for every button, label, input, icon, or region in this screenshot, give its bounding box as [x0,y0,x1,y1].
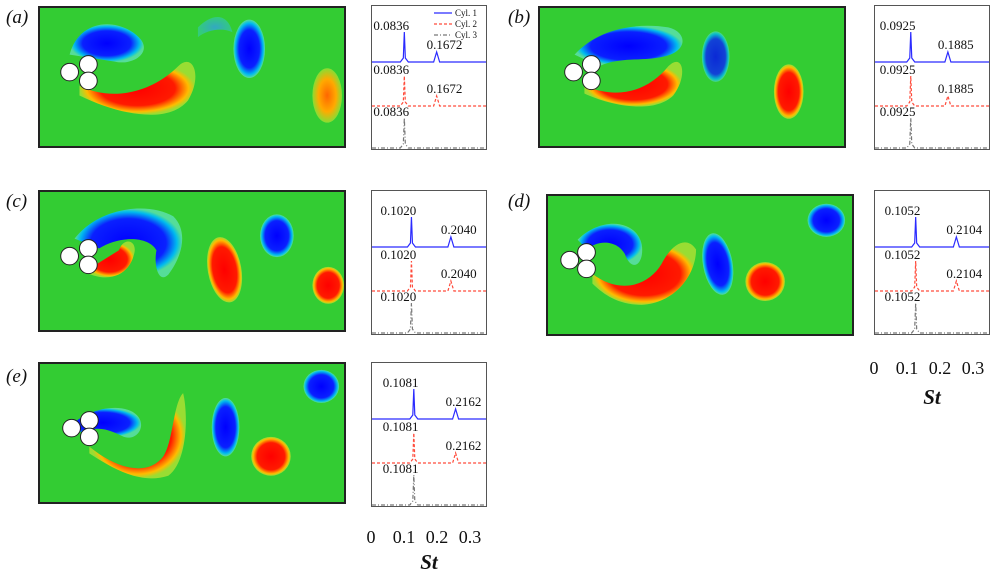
x-axis-ticks-left: 0 0.1 0.2 0.3 [367,527,487,549]
tick-label: 0.2 [928,358,952,378]
peak-label: 0.1672 [427,37,463,52]
peak-label: 0.1885 [938,37,974,52]
vorticity-field-e [38,362,346,504]
vorticity-field-d [546,194,854,336]
vorticity-field-a [38,6,346,148]
legend-label: Cyl. 1 [455,8,477,18]
peak-label: 0.1020 [380,289,416,304]
x-axis-label-right: St [923,385,941,409]
series-line-cyl1 [875,216,989,248]
spectrum-panel-e: 0.1081 0.2162 0.1081 0.2162 0.1081 [371,362,487,507]
panel-label-a: (a) [6,7,29,28]
panel-label-d: (d) [508,191,531,212]
series-line-cyl3 [875,117,989,149]
peak-label: 0.1081 [383,461,419,476]
spectrum-panel-c: 0.1020 0.2040 0.1020 0.2040 0.1020 [371,190,487,335]
panel-letter: b [514,7,524,28]
peak-label: 0.1081 [383,375,419,390]
series-line-cyl1 [372,388,486,420]
peak-label: 0.0925 [880,62,916,77]
legend-label: Cyl. 3 [455,30,478,40]
panel-label-e: (e) [6,366,28,387]
peak-label: 0.1020 [380,247,416,262]
series-line-cyl1 [372,31,486,63]
series-line-cyl1 [372,216,486,248]
spectrum-plot: 0.0925 0.1885 0.0925 0.1885 0.0925 [875,18,989,149]
tick-label: 0 [869,358,879,378]
vorticity-field-c [38,190,346,332]
spectrum-panel-a: 0.0836 0.1672 0.0836 0.1672 0.0836 Cyl. 1 Cyl.… [371,5,487,150]
spectrum-panel-d: 0.1052 0.2104 0.1052 0.2104 0.1052 [874,190,990,335]
spectrum-plot: 0.1052 0.2104 0.1052 0.2104 0.1052 [875,203,989,334]
vorticity-plot [40,8,344,146]
x-axis-label-left: St [420,550,438,574]
tick-label: 0.2 [425,527,449,547]
spectrum-plot: 0.1020 0.2040 0.1020 0.2040 0.1020 [372,203,486,334]
peak-label: 0.0836 [373,62,409,77]
tick-label: 0.1 [895,358,919,378]
series-line-cyl3 [372,302,486,334]
spectrum-plot: 0.1081 0.2162 0.1081 0.2162 0.1081 [372,375,486,506]
panel-letter: a [12,7,22,28]
panel-label-b: (b) [508,7,531,28]
series-line-cyl3 [372,117,486,149]
peak-label: 0.1081 [383,419,419,434]
panel-letter: c [12,191,21,212]
peak-label: 0.0836 [373,18,409,33]
series-line-cyl2 [372,75,486,107]
tick-label: 0.3 [961,358,985,378]
panel-letter: e [12,366,21,387]
peak-label: 0.0925 [880,18,916,33]
peak-label: 0.2162 [446,438,482,453]
vorticity-plot [40,192,344,330]
peak-label: 0.2040 [441,222,477,237]
panel-letter: d [514,191,524,212]
spectrum-panel-b: 0.0925 0.1885 0.0925 0.1885 0.0925 [874,5,990,150]
tick-label: 0.1 [392,527,416,547]
series-line-cyl2 [372,432,486,464]
series-line-cyl3 [372,474,486,506]
peak-label: 0.2104 [946,266,982,281]
peak-label: 0.0925 [880,104,916,119]
vorticity-plot [40,364,344,502]
panel-label-c: (c) [6,191,28,212]
peak-label: 0.2104 [946,222,982,237]
series-line-cyl2 [875,260,989,292]
vorticity-plot [540,8,844,146]
vorticity-field-b [538,6,846,148]
x-axis-ticks-right: 0 0.1 0.2 0.3 [870,358,990,380]
peak-label: 0.1020 [380,203,416,218]
series-line-cyl2 [875,75,989,107]
series-line-cyl3 [875,302,989,334]
legend-label: Cyl. 2 [455,19,477,29]
series-line-cyl1 [875,31,989,63]
peak-label: 0.1672 [427,81,463,96]
peak-label: 0.1885 [938,81,974,96]
tick-label: 0 [366,527,376,547]
peak-label: 0.1052 [885,203,921,218]
peak-label: 0.2162 [446,394,482,409]
peak-label: 0.1052 [885,247,921,262]
vorticity-plot [548,196,852,334]
series-line-cyl2 [372,260,486,292]
peak-label: 0.1052 [885,289,921,304]
peak-label: 0.2040 [441,266,477,281]
tick-label: 0.3 [458,527,482,547]
peak-label: 0.0836 [373,104,409,119]
